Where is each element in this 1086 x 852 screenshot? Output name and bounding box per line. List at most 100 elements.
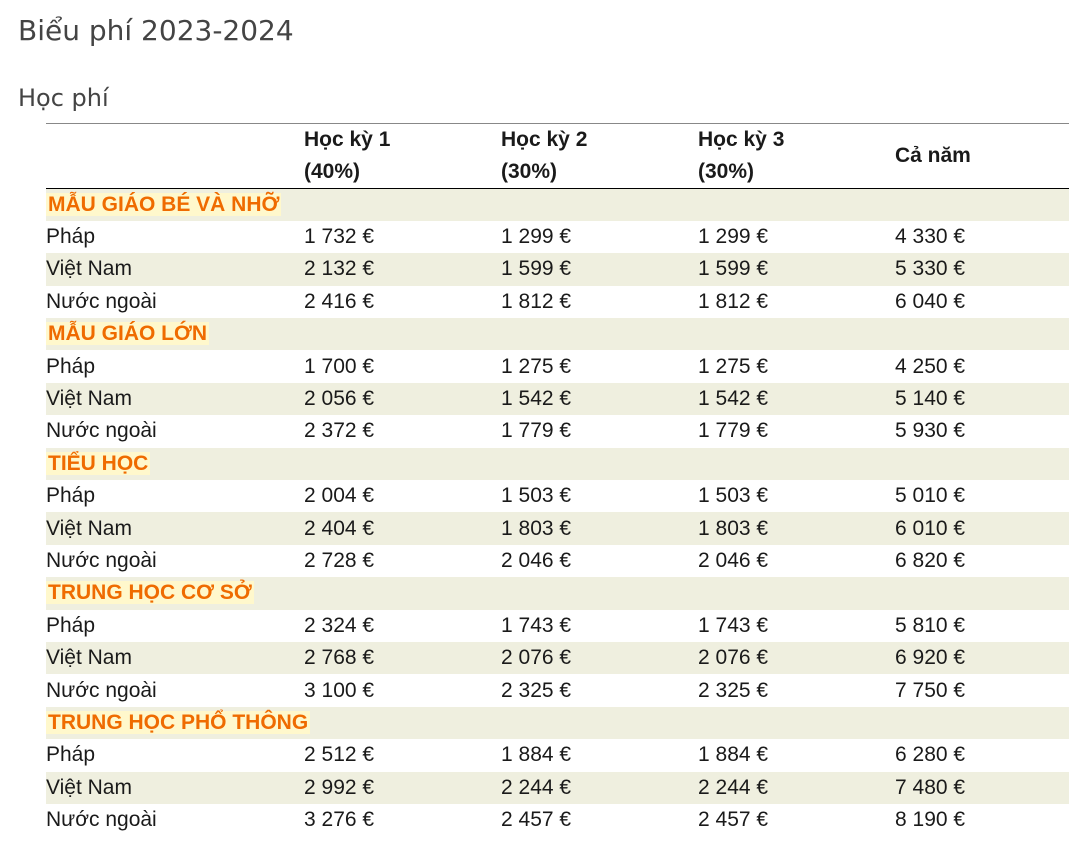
fee-row: Nước ngoài 3 100 € 2 325 € 2 325 € 7 750 € bbox=[46, 674, 1069, 706]
nationality-label: Việt Nam bbox=[46, 257, 132, 281]
semester-1-fee: 2 404 € bbox=[304, 516, 375, 540]
header-semester-1-title: Học kỳ 1 bbox=[304, 128, 391, 151]
level-heading-row: TRUNG HỌC PHỔ THÔNG bbox=[46, 706, 1069, 740]
header-semester-3: Học kỳ 3 (30%) bbox=[698, 124, 895, 189]
semester-2-fee: 2 325 € bbox=[501, 678, 572, 702]
semester-1-fee: 2 004 € bbox=[304, 484, 375, 508]
full-year-fee: 5 010 € bbox=[895, 484, 966, 508]
tuition-fee-table: Học kỳ 1 (40%) Học kỳ 2 (30%) Học kỳ 3 (… bbox=[46, 124, 1069, 836]
semester-2-fee: 1 542 € bbox=[501, 387, 572, 411]
full-year-fee: 5 140 € bbox=[895, 387, 966, 411]
semester-3-fee: 1 812 € bbox=[698, 289, 769, 313]
semester-1-fee: 2 416 € bbox=[304, 289, 375, 313]
fee-row: Việt Nam 2 132 € 1 599 € 1 599 € 5 330 € bbox=[46, 253, 1069, 286]
nationality-label: Pháp bbox=[46, 743, 96, 767]
fee-row: Việt Nam 2 404 € 1 803 € 1 803 € 6 010 € bbox=[46, 512, 1069, 545]
level-name: TRUNG HỌC CƠ SỞ bbox=[46, 581, 254, 605]
semester-3-fee: 1 542 € bbox=[698, 387, 769, 411]
level-name: TIỂU HỌC bbox=[46, 451, 151, 475]
full-year-fee: 6 040 € bbox=[895, 289, 966, 313]
semester-3-fee: 2 046 € bbox=[698, 548, 769, 572]
header-semester-3-title: Học kỳ 3 bbox=[698, 128, 785, 151]
full-year-fee: 6 280 € bbox=[895, 743, 966, 767]
semester-2-fee: 1 884 € bbox=[501, 743, 572, 767]
semester-2-fee: 1 299 € bbox=[501, 225, 572, 249]
level-heading-row: MẪU GIÁO BÉ VÀ NHỠ bbox=[46, 188, 1069, 221]
table-body: MẪU GIÁO BÉ VÀ NHỠ Pháp 1 732 € 1 299 € 1 29… bbox=[46, 188, 1069, 837]
semester-2-fee: 1 503 € bbox=[501, 484, 572, 508]
nationality-label: Việt Nam bbox=[46, 775, 132, 799]
level-heading-cell: TIỂU HỌC bbox=[46, 448, 1069, 480]
level-name: MẪU GIÁO BÉ VÀ NHỠ bbox=[46, 192, 282, 216]
full-year-fee: 6 920 € bbox=[895, 646, 966, 670]
nationality-label: Pháp bbox=[46, 354, 96, 378]
semester-3-fee: 2 076 € bbox=[698, 646, 769, 670]
header-semester-1: Học kỳ 1 (40%) bbox=[304, 124, 501, 189]
nationality-label: Nước ngoài bbox=[46, 678, 157, 702]
header-semester-2-share: (30%) bbox=[501, 160, 558, 183]
nationality-label: Pháp bbox=[46, 613, 96, 637]
semester-3-fee: 1 503 € bbox=[698, 484, 769, 508]
semester-3-fee: 1 275 € bbox=[698, 354, 769, 378]
full-year-fee: 7 480 € bbox=[895, 775, 966, 799]
fee-row: Nước ngoài 2 372 € 1 779 € 1 779 € 5 930 € bbox=[46, 415, 1069, 447]
page-title: Biểu phí 2023-2024 bbox=[18, 14, 294, 47]
semester-2-fee: 2 046 € bbox=[501, 548, 572, 572]
full-year-fee: 5 330 € bbox=[895, 257, 966, 281]
semester-3-fee: 1 803 € bbox=[698, 516, 769, 540]
semester-1-fee: 2 056 € bbox=[304, 387, 375, 411]
semester-2-fee: 1 743 € bbox=[501, 613, 572, 637]
semester-2-fee: 1 599 € bbox=[501, 257, 572, 281]
fee-row: Việt Nam 2 768 € 2 076 € 2 076 € 6 920 € bbox=[46, 641, 1069, 675]
fee-row: Việt Nam 2 056 € 1 542 € 1 542 € 5 140 € bbox=[46, 382, 1069, 416]
level-name: MẪU GIÁO LỚN bbox=[46, 322, 210, 346]
full-year-fee: 4 250 € bbox=[895, 354, 966, 378]
full-year-fee: 6 820 € bbox=[895, 548, 966, 572]
nationality-label: Pháp bbox=[46, 225, 96, 249]
header-semester-2: Học kỳ 2 (30%) bbox=[501, 124, 698, 189]
fee-row: Pháp 1 700 € 1 275 € 1 275 € 4 250 € bbox=[46, 350, 1069, 382]
semester-1-fee: 3 100 € bbox=[304, 678, 375, 702]
level-heading-cell: MẪU GIÁO LỚN bbox=[46, 318, 1069, 350]
nationality-label: Nước ngoài bbox=[46, 548, 157, 572]
fee-row: Pháp 2 512 € 1 884 € 1 884 € 6 280 € bbox=[46, 739, 1069, 771]
nationality-label: Việt Nam bbox=[46, 646, 132, 670]
level-heading-cell: TRUNG HỌC CƠ SỞ bbox=[46, 577, 1069, 609]
header-full-year: Cả năm bbox=[895, 124, 1069, 189]
fee-row: Pháp 1 732 € 1 299 € 1 299 € 4 330 € bbox=[46, 221, 1069, 253]
level-heading-cell: TRUNG HỌC PHỔ THÔNG bbox=[46, 707, 1069, 739]
header-semester-3-share: (30%) bbox=[698, 160, 755, 183]
fee-row: Việt Nam 2 992 € 2 244 € 2 244 € 7 480 € bbox=[46, 771, 1069, 804]
level-heading-row: MẪU GIÁO LỚN bbox=[46, 318, 1069, 351]
semester-3-fee: 2 244 € bbox=[698, 775, 769, 799]
level-heading-cell: MẪU GIÁO BÉ VÀ NHỠ bbox=[46, 189, 1069, 221]
semester-1-fee: 2 512 € bbox=[304, 743, 375, 767]
level-name: TRUNG HỌC PHỔ THÔNG bbox=[46, 710, 311, 734]
semester-3-fee: 1 299 € bbox=[698, 225, 769, 249]
nationality-label: Nước ngoài bbox=[46, 808, 157, 832]
nationality-label: Nước ngoài bbox=[46, 419, 157, 443]
fee-row: Pháp 2 324 € 1 743 € 1 743 € 5 810 € bbox=[46, 610, 1069, 642]
table-top-rule bbox=[46, 123, 1069, 124]
semester-2-fee: 1 779 € bbox=[501, 419, 572, 443]
header-full-year-title: Cả năm bbox=[895, 144, 971, 167]
semester-2-fee: 2 076 € bbox=[501, 646, 572, 670]
semester-1-fee: 2 992 € bbox=[304, 775, 375, 799]
semester-2-fee: 2 457 € bbox=[501, 808, 572, 832]
fee-row: Pháp 2 004 € 1 503 € 1 503 € 5 010 € bbox=[46, 480, 1069, 512]
section-title: Học phí bbox=[18, 84, 109, 112]
semester-2-fee: 1 812 € bbox=[501, 289, 572, 313]
header-semester-2-title: Học kỳ 2 bbox=[501, 128, 588, 151]
fee-row: Nước ngoài 2 728 € 2 046 € 2 046 € 6 820 € bbox=[46, 545, 1069, 577]
nationality-label: Pháp bbox=[46, 484, 96, 508]
full-year-fee: 5 810 € bbox=[895, 613, 966, 637]
full-year-fee: 7 750 € bbox=[895, 678, 966, 702]
header-row: Học kỳ 1 (40%) Học kỳ 2 (30%) Học kỳ 3 (… bbox=[46, 124, 1069, 189]
semester-1-fee: 2 728 € bbox=[304, 548, 375, 572]
semester-3-fee: 2 325 € bbox=[698, 678, 769, 702]
semester-2-fee: 2 244 € bbox=[501, 775, 572, 799]
semester-3-fee: 1 779 € bbox=[698, 419, 769, 443]
nationality-label: Việt Nam bbox=[46, 387, 132, 411]
nationality-label: Việt Nam bbox=[46, 516, 132, 540]
semester-2-fee: 1 803 € bbox=[501, 516, 572, 540]
